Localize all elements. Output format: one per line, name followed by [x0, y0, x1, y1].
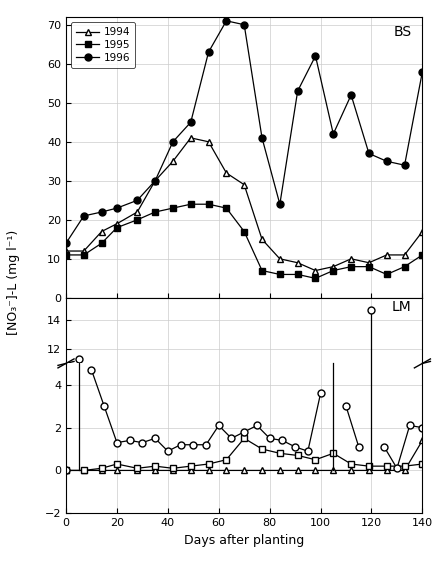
1995 — [63, 252, 69, 258]
1994 — [81, 248, 86, 254]
1995 — [348, 263, 354, 270]
1996 — [348, 91, 354, 98]
1996 — [81, 213, 86, 219]
X-axis label: Days after planting: Days after planting — [184, 534, 304, 547]
1994 — [188, 134, 194, 141]
1994 — [348, 255, 354, 262]
1996 — [135, 197, 140, 204]
Line: 1996: 1996 — [62, 17, 426, 246]
1996 — [259, 134, 264, 141]
1996 — [384, 158, 389, 165]
1996 — [295, 87, 300, 94]
Line: 1994: 1994 — [62, 134, 426, 274]
1996 — [420, 68, 425, 75]
1995 — [206, 201, 211, 208]
1994 — [114, 221, 120, 227]
1996 — [331, 131, 336, 138]
1995 — [224, 205, 229, 212]
1995 — [153, 209, 158, 215]
1995 — [188, 201, 194, 208]
1995 — [242, 228, 247, 235]
1994 — [384, 252, 389, 258]
1994 — [402, 252, 407, 258]
Text: BS: BS — [394, 25, 412, 39]
1996 — [114, 205, 120, 212]
1994 — [259, 236, 264, 243]
1995 — [313, 275, 318, 282]
1995 — [331, 267, 336, 274]
1995 — [99, 240, 104, 246]
1996 — [402, 162, 407, 169]
1996 — [188, 119, 194, 126]
1995 — [384, 271, 389, 278]
1994 — [63, 248, 69, 254]
1994 — [313, 267, 318, 274]
1995 — [420, 252, 425, 258]
1996 — [313, 52, 318, 59]
Text: [NO₃⁻]-L (mg l⁻¹): [NO₃⁻]-L (mg l⁻¹) — [7, 230, 20, 334]
1996 — [224, 17, 229, 24]
1995 — [114, 224, 120, 231]
1996 — [99, 209, 104, 215]
1995 — [366, 263, 371, 270]
1995 — [81, 252, 86, 258]
1996 — [277, 201, 282, 208]
1994 — [331, 263, 336, 270]
1996 — [206, 49, 211, 55]
1995 — [402, 263, 407, 270]
1996 — [242, 21, 247, 28]
1994 — [99, 228, 104, 235]
1996 — [153, 178, 158, 184]
1994 — [420, 228, 425, 235]
1994 — [206, 138, 211, 145]
1995 — [170, 205, 176, 212]
1994 — [170, 158, 176, 165]
1994 — [135, 209, 140, 215]
1996 — [63, 240, 69, 246]
Line: 1995: 1995 — [62, 201, 426, 282]
1995 — [259, 267, 264, 274]
Text: LM: LM — [392, 300, 412, 314]
1994 — [153, 178, 158, 184]
1994 — [224, 170, 229, 177]
Legend: 1994, 1995, 1996: 1994, 1995, 1996 — [71, 22, 135, 68]
1994 — [366, 259, 371, 266]
1996 — [366, 150, 371, 157]
1995 — [295, 271, 300, 278]
1995 — [135, 217, 140, 223]
1995 — [277, 271, 282, 278]
1996 — [170, 138, 176, 145]
1994 — [295, 259, 300, 266]
1994 — [242, 181, 247, 188]
1994 — [277, 255, 282, 262]
